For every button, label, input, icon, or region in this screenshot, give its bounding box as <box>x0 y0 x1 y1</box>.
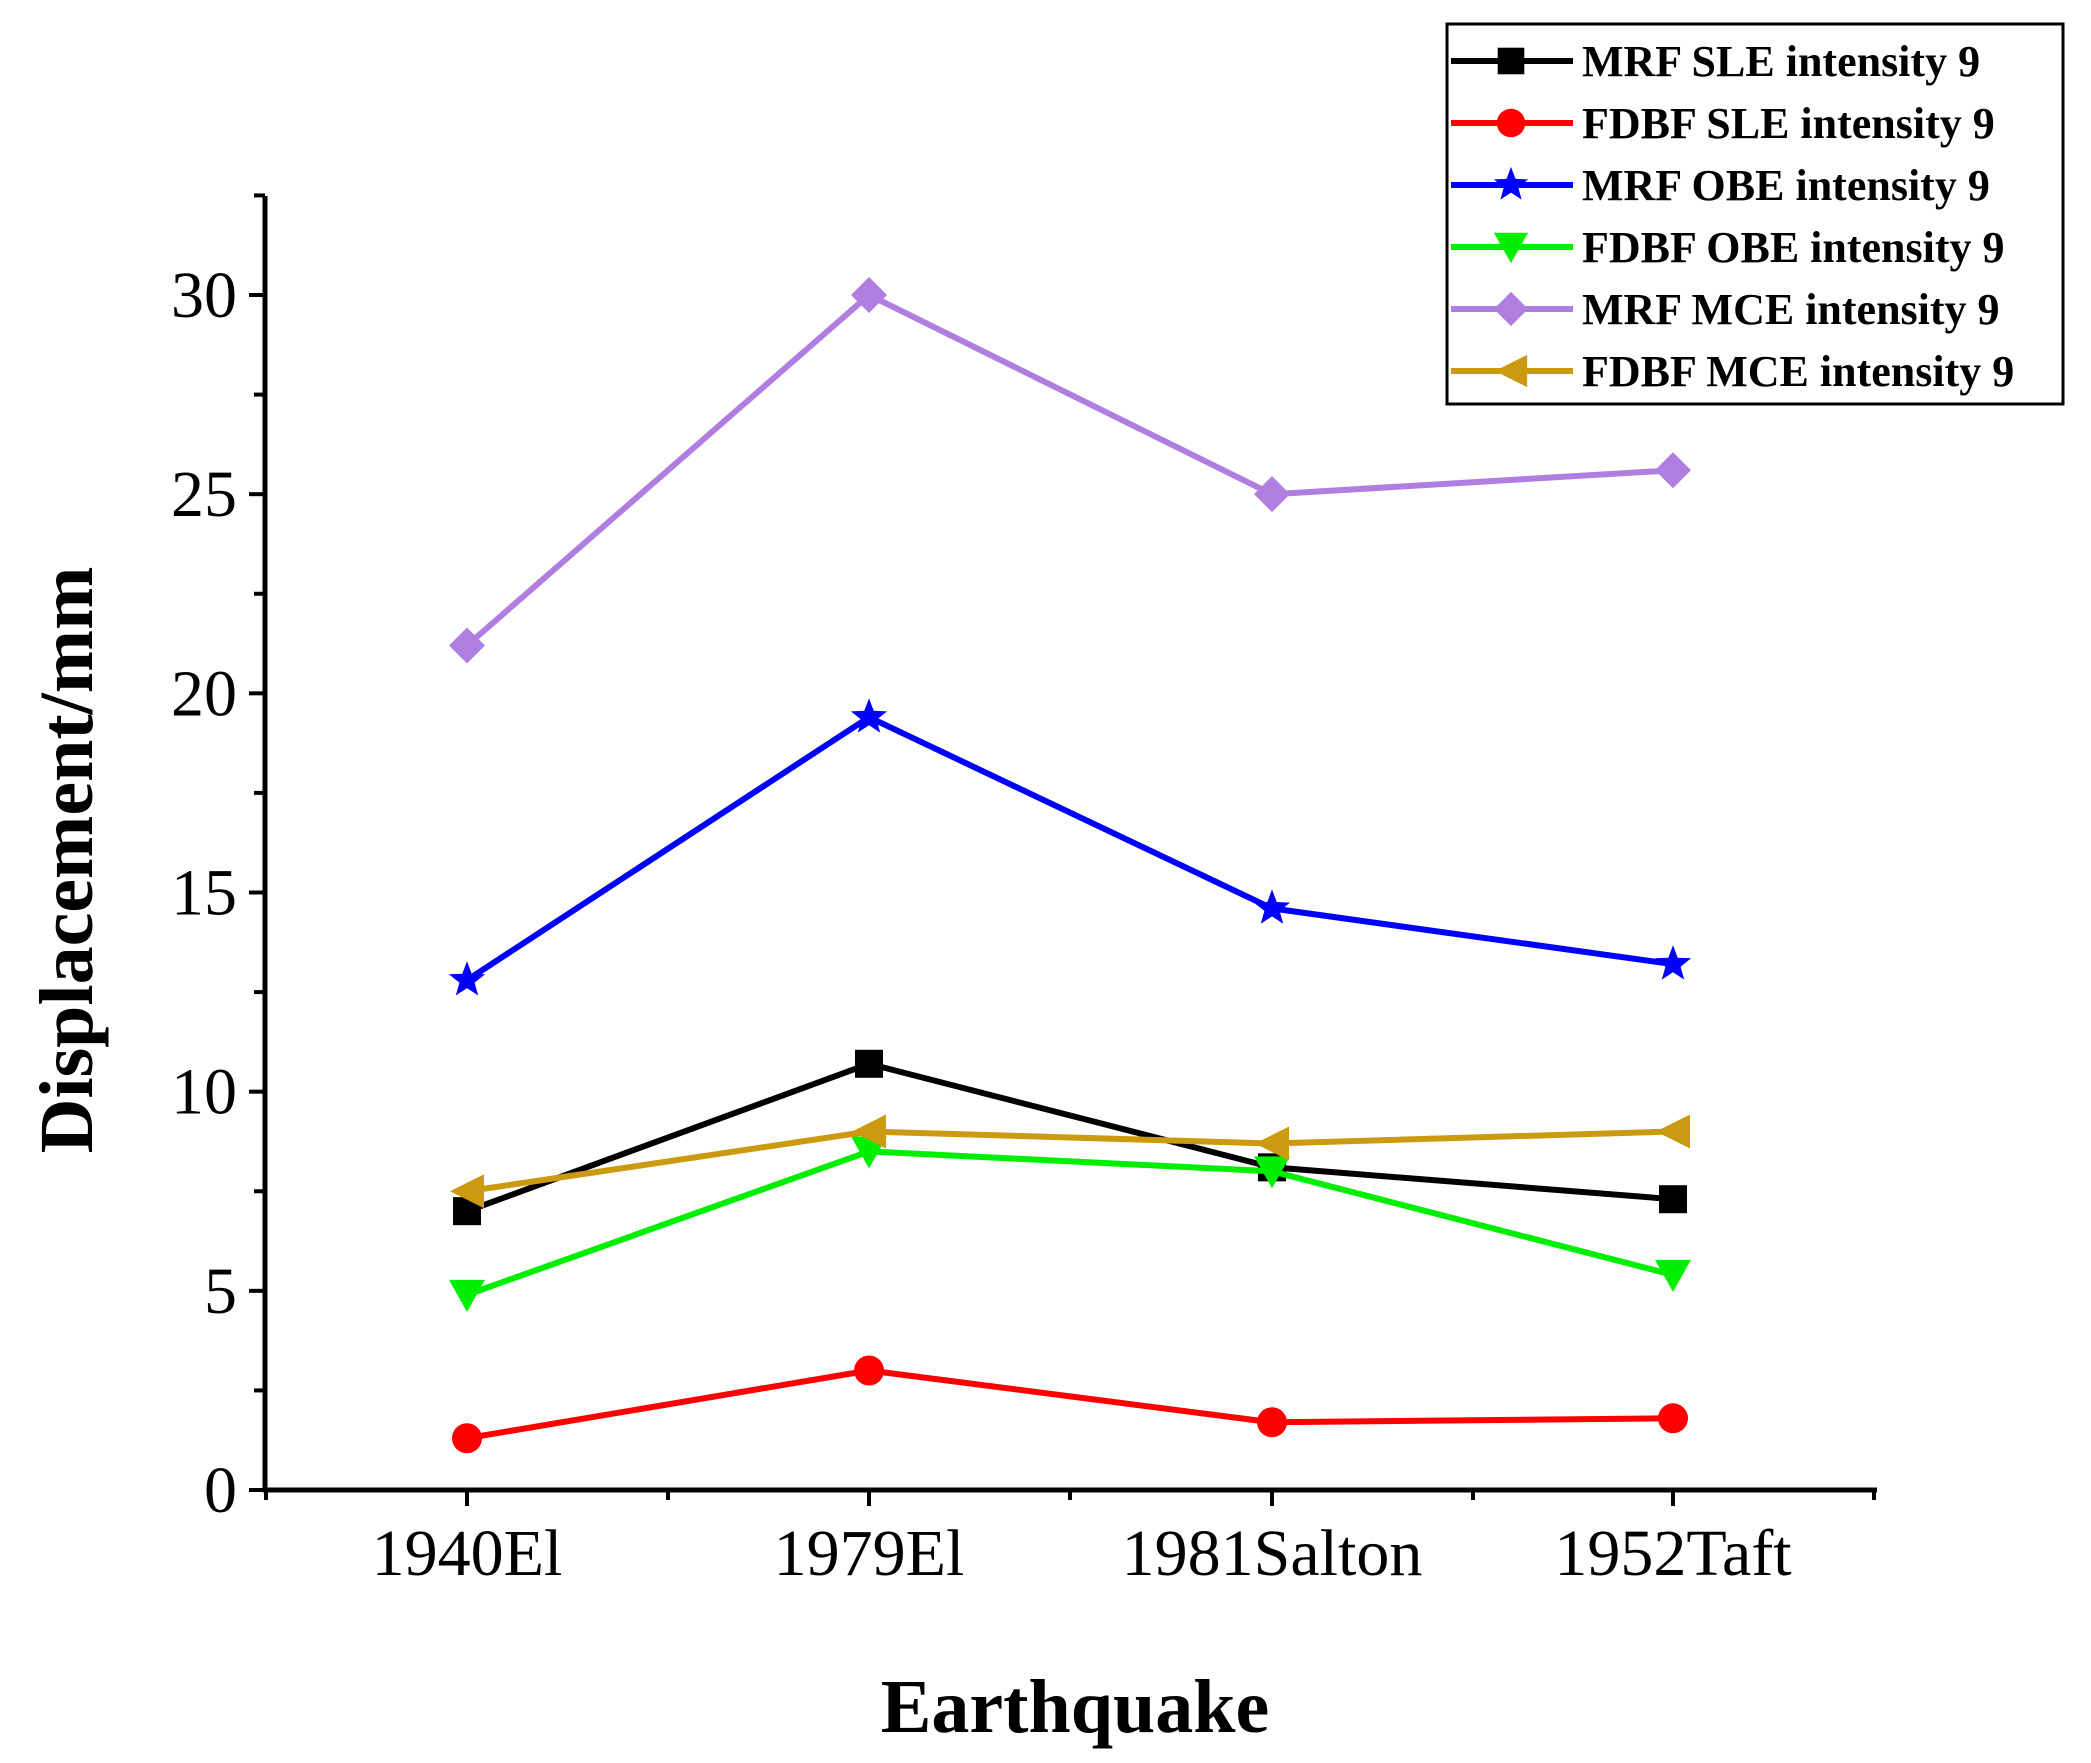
legend-item: MRF MCE intensity 9 <box>1451 285 2000 334</box>
data-point <box>1656 1114 1690 1149</box>
data-point <box>448 961 486 996</box>
data-point <box>450 1174 484 1209</box>
data-point <box>1254 476 1290 513</box>
data-point <box>1655 1259 1691 1292</box>
data-point <box>1497 47 1525 75</box>
data-point <box>1254 1156 1290 1189</box>
y-tick-label: 5 <box>204 1255 237 1328</box>
legend-label: FDBF MCE intensity 9 <box>1582 347 2014 396</box>
series-fdbf-mce-intensity-9 <box>450 1114 1690 1209</box>
data-point <box>1654 945 1692 980</box>
data-point <box>855 1049 883 1078</box>
data-point <box>851 277 887 313</box>
legend-item: MRF SLE intensity 9 <box>1451 37 1980 86</box>
y-tick-label: 30 <box>171 259 237 332</box>
y-tick-label: 15 <box>171 857 237 930</box>
legend-item: FDBF SLE intensity 9 <box>1451 99 1995 148</box>
legend-item: FDBF MCE intensity 9 <box>1451 347 2014 396</box>
series-line <box>465 714 1674 983</box>
data-point <box>449 627 485 664</box>
y-tick-label: 0 <box>204 1454 237 1527</box>
x-axis-title: Earthquake <box>881 1665 1270 1749</box>
data-point <box>1493 232 1529 264</box>
legend: MRF SLE intensity 9 FDBF SLE intensity 9 M… <box>1445 22 2065 406</box>
legend-label: MRF MCE intensity 9 <box>1582 285 2000 334</box>
series-mrf-obe-intensity-9 <box>448 698 1692 996</box>
data-point <box>1493 291 1529 327</box>
data-point <box>852 1114 886 1149</box>
x-tick-label: 1952Taft <box>1554 1517 1791 1590</box>
y-tick-label: 25 <box>171 458 237 531</box>
data-point <box>1257 1407 1287 1438</box>
legend-box <box>1445 22 2065 406</box>
series-line <box>465 292 1674 648</box>
y-tick-label: 20 <box>171 657 237 730</box>
data-point <box>1253 889 1291 924</box>
data-point <box>449 1279 485 1312</box>
series-mrf-mce-intensity-9 <box>449 277 1691 664</box>
x-tick-label: 1940El <box>372 1517 563 1590</box>
x-tick-label: 1981Salton <box>1122 1517 1423 1590</box>
legend-label: MRF SLE intensity 9 <box>1582 37 1980 86</box>
data-point <box>1493 166 1529 200</box>
legend-item: FDBF OBE intensity 9 <box>1451 223 2005 272</box>
series-fdbf-obe-intensity-9 <box>449 1136 1691 1312</box>
series-line <box>465 1060 1674 1215</box>
y-axis-title: Displacement/mm <box>25 567 109 1154</box>
series-fdbf-sle-intensity-9 <box>452 1355 1688 1454</box>
series-line <box>465 1148 1674 1298</box>
axes: 0 5 10 15 20 25 30 1940El 1979El 1981Salton 1952Ta… <box>171 193 1877 1590</box>
x-tick-label: 1979El <box>774 1517 965 1590</box>
data-point <box>1659 1185 1687 1214</box>
series-line <box>466 1367 1674 1442</box>
legend-item: MRF OBE intensity 9 <box>1451 161 1990 210</box>
data-point <box>1496 108 1526 138</box>
data-point <box>854 1355 884 1386</box>
data-point <box>1494 354 1528 388</box>
y-tick-label: 10 <box>171 1056 237 1129</box>
data-point <box>1655 452 1691 489</box>
data-point <box>1255 1126 1289 1161</box>
legend-label: FDBF OBE intensity 9 <box>1582 223 2005 272</box>
data-point <box>452 1423 482 1454</box>
legend-label: FDBF SLE intensity 9 <box>1582 99 1995 148</box>
data-point <box>850 698 888 733</box>
legend-label: MRF OBE intensity 9 <box>1582 161 1990 210</box>
series-line <box>466 1128 1674 1195</box>
series-layer <box>448 277 1692 1454</box>
data-point <box>1658 1403 1688 1434</box>
